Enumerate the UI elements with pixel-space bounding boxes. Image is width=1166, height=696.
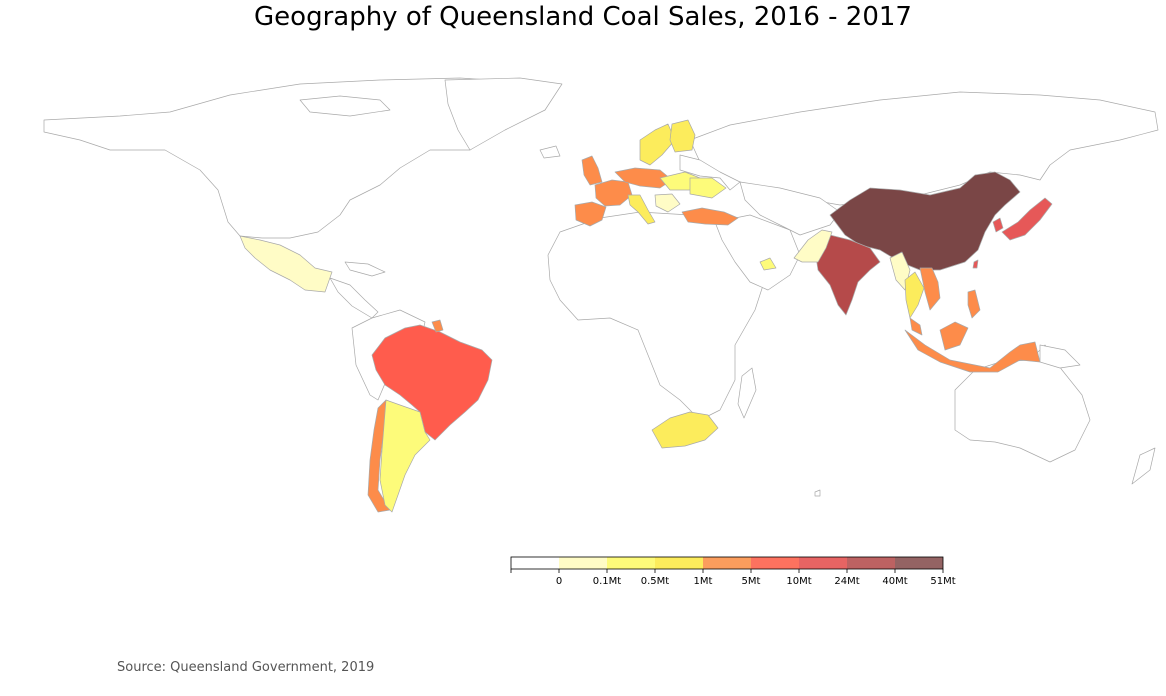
- north-america-landmass: [43, 77, 561, 239]
- madagascar-landmass: [737, 367, 757, 419]
- legend-swatch: [751, 557, 799, 569]
- region-korea: [992, 217, 1004, 233]
- legend-frame: [510, 556, 944, 570]
- central-asia-landmass: [739, 181, 841, 236]
- region-vietnam: [919, 267, 941, 311]
- legend-swatch: [511, 557, 559, 569]
- region-malaysia: [909, 317, 923, 336]
- middle-east-landmass: [714, 214, 801, 291]
- region-guyana: [431, 319, 444, 333]
- legend-swatch: [655, 557, 703, 569]
- eastern-europe-landmass: [679, 154, 741, 191]
- region-brazil: [371, 324, 493, 441]
- legend-label: 0: [556, 576, 562, 587]
- region-mexico: [239, 235, 333, 293]
- new-zealand-landmass: [1131, 447, 1156, 485]
- central-america-landmass: [329, 277, 379, 319]
- region-finland: [669, 119, 696, 153]
- region-south-africa: [651, 411, 719, 449]
- region-pakistan: [793, 229, 833, 263]
- region-japan: [1001, 197, 1053, 241]
- region-balkans: [654, 193, 681, 213]
- region-sweden: [639, 123, 676, 166]
- legend-label: 24Mt: [834, 576, 859, 587]
- region-thailand: [904, 271, 925, 319]
- region-taiwan: [972, 259, 979, 269]
- legend-label: 0.1Mt: [593, 576, 622, 587]
- arctic-islands: [299, 95, 391, 117]
- legend-label: 5Mt: [742, 576, 761, 587]
- region-indonesia-islands: [939, 321, 969, 351]
- region-ukraine: [689, 177, 727, 199]
- map-title: Geography of Queensland Coal Sales, 2016…: [254, 2, 912, 32]
- region-philippines: [967, 289, 981, 319]
- region-indonesia: [904, 329, 1041, 373]
- greenland-landmass: [444, 77, 563, 151]
- region-france: [594, 179, 633, 207]
- region-italy: [627, 194, 656, 225]
- legend-label: 1Mt: [694, 576, 713, 587]
- no-data-countries: [43, 77, 1159, 497]
- importing-countries: [239, 119, 1053, 513]
- legend-swatch: [895, 557, 943, 569]
- legend-swatch: [799, 557, 847, 569]
- legend-swatch: [847, 557, 895, 569]
- legend-swatch: [703, 557, 751, 569]
- region-argentina: [379, 399, 431, 513]
- legend-label: 51Mt: [930, 576, 955, 587]
- papua-landmass: [1039, 344, 1081, 369]
- legend-swatch: [559, 557, 607, 569]
- region-turkey: [681, 207, 739, 226]
- africa-landmass: [547, 211, 769, 421]
- antarctic-fragment: [814, 489, 821, 497]
- region-china: [829, 171, 1021, 271]
- region-india: [814, 234, 881, 316]
- caribbean-landmass: [344, 261, 386, 277]
- source-note: Source: Queensland Government, 2019: [117, 660, 375, 675]
- legend-label: 10Mt: [786, 576, 811, 587]
- legend-label: 40Mt: [882, 576, 907, 587]
- legend-label: 0.5Mt: [641, 576, 670, 587]
- region-uk: [581, 155, 603, 186]
- iceland-landmass: [539, 145, 561, 159]
- region-spain: [574, 201, 607, 227]
- region-uae: [759, 257, 777, 271]
- legend-swatch: [607, 557, 655, 569]
